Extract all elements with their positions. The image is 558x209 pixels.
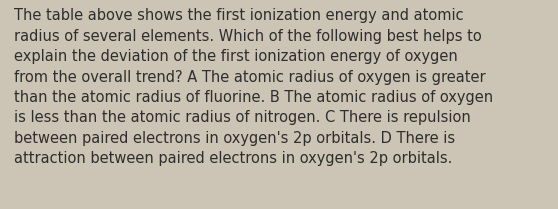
Text: The table above shows the first ionization energy and atomic
radius of several e: The table above shows the first ionizati… [14, 8, 493, 166]
